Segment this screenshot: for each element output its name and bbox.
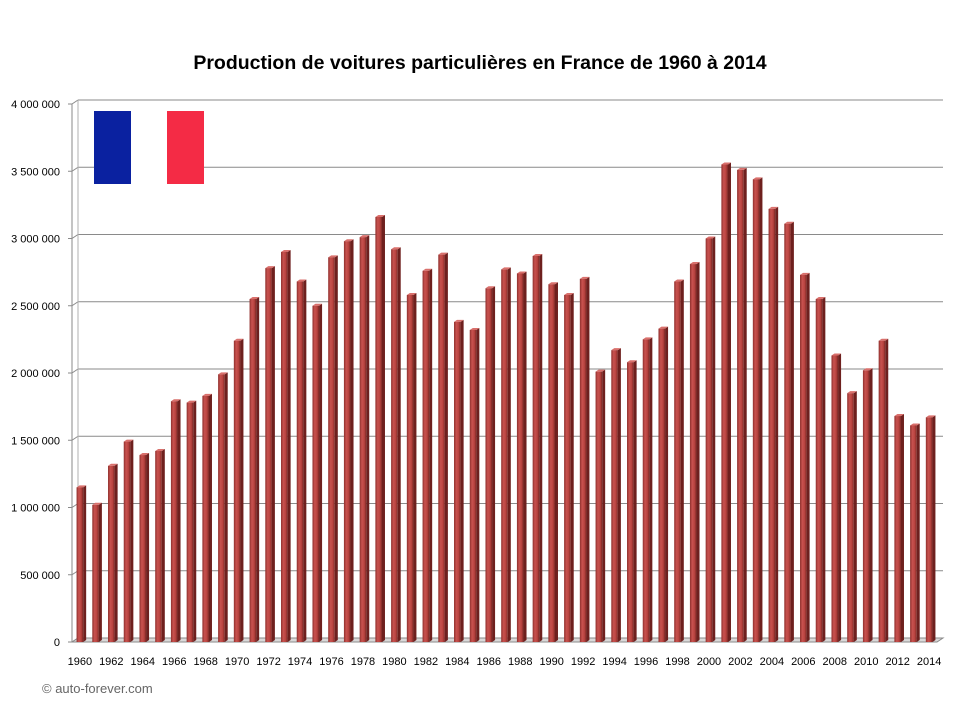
y-tick-label: 4 000 000 [11, 99, 60, 111]
y-tick-label: 2 000 000 [11, 368, 60, 380]
bar-1975 [312, 303, 323, 642]
bar-2010 [862, 368, 873, 642]
x-tick-label: 1974 [288, 656, 312, 668]
x-tick-label: 2008 [823, 656, 847, 668]
bar-1966 [170, 399, 181, 642]
x-tick-label: 1984 [445, 656, 469, 668]
bar-1964 [139, 453, 150, 642]
x-axis-ticks: 1960 1962 1964 1966 1968 1970 1972 1974 1976 1978… [68, 656, 942, 668]
x-tick-label: 1996 [634, 656, 658, 668]
bar-1996 [642, 337, 653, 642]
bar-1986 [485, 286, 496, 642]
bar-1983 [438, 252, 448, 642]
bar-2014 [925, 415, 936, 642]
bar-1972 [265, 266, 275, 642]
x-tick-label: 2012 [885, 656, 909, 668]
bar-1990 [548, 282, 558, 642]
bar-1994 [611, 348, 621, 642]
x-tick-label: 1988 [508, 656, 532, 668]
bar-2007 [815, 297, 826, 642]
chart-title: Production de voitures particulières en … [193, 52, 767, 74]
x-tick-label: 1968 [193, 656, 217, 668]
bar-1965 [155, 449, 165, 642]
y-tick-label: 1 500 000 [11, 435, 60, 447]
x-tick-label: 1990 [539, 656, 563, 668]
bar-1967 [186, 400, 197, 642]
x-tick-label: 1962 [99, 656, 123, 668]
bar-2013 [910, 423, 920, 642]
bar-1999 [689, 262, 700, 642]
bar-2000 [705, 236, 716, 642]
bar-1979 [375, 214, 385, 643]
bar-2011 [878, 338, 889, 642]
x-tick-label: 1982 [414, 656, 438, 668]
bar-2002 [737, 167, 747, 642]
bar-1962 [108, 463, 118, 642]
x-tick-label: 2014 [917, 656, 941, 668]
bar-1980 [391, 247, 401, 642]
copyright-text: © auto-forever.com [42, 681, 153, 696]
x-tick-label: 2004 [760, 656, 784, 668]
x-tick-label: 1976 [319, 656, 343, 668]
bar-1985 [469, 327, 480, 642]
bar-1974 [296, 279, 307, 642]
x-tick-label: 1966 [162, 656, 186, 668]
bar-1960 [76, 485, 87, 642]
y-axis-ticks: 0 500 000 1 000 000 1 500 000 2 000 000 2 500… [11, 99, 60, 649]
bar-2003 [752, 177, 763, 642]
bar-2009 [847, 391, 857, 642]
bar-1978 [359, 235, 370, 642]
bar-1988 [516, 271, 527, 642]
bar-2001 [721, 162, 731, 642]
x-tick-label: 1998 [665, 656, 689, 668]
bar-1991 [564, 292, 574, 642]
bar-1968 [202, 393, 212, 642]
x-tick-label: 1978 [351, 656, 375, 668]
x-tick-label: 1992 [571, 656, 595, 668]
y-tick-label: 0 [54, 637, 60, 649]
bar-2012 [894, 414, 904, 642]
bar-2004 [768, 206, 779, 642]
bar-1993 [595, 369, 606, 642]
bar-1981 [406, 292, 417, 642]
bar-1973 [281, 249, 291, 642]
bar-2006 [800, 272, 810, 642]
x-tick-label: 1980 [382, 656, 406, 668]
y-tick-label: 2 500 000 [11, 301, 60, 313]
bar-1970 [233, 338, 244, 642]
bar-1984 [454, 319, 464, 642]
bar-1977 [343, 239, 354, 642]
bar-1963 [123, 439, 134, 642]
bar-1989 [532, 253, 543, 643]
bar-1998 [674, 279, 684, 642]
x-tick-label: 1986 [477, 656, 501, 668]
x-tick-label: 2010 [854, 656, 878, 668]
france-flag-icon [94, 111, 204, 184]
bar-1971 [249, 297, 260, 642]
x-tick-label: 1964 [131, 656, 155, 668]
y-tick-label: 500 000 [20, 570, 60, 582]
x-tick-label: 1970 [225, 656, 249, 668]
x-tick-label: 2002 [728, 656, 752, 668]
bars [76, 162, 936, 643]
bar-2008 [831, 353, 842, 642]
bar-1976 [328, 255, 338, 642]
bar-1961 [92, 502, 102, 642]
bar-1995 [627, 360, 637, 642]
bar-2005 [784, 221, 794, 642]
bar-1992 [579, 276, 590, 642]
x-tick-label: 1960 [68, 656, 92, 668]
y-tick-label: 3 000 000 [11, 234, 60, 246]
bar-1982 [422, 268, 433, 642]
bar-1987 [501, 267, 511, 642]
y-tick-label: 1 000 000 [11, 503, 60, 515]
x-tick-label: 1972 [256, 656, 280, 668]
y-tick-label: 3 500 000 [11, 166, 60, 178]
bar-1997 [658, 326, 669, 642]
bar-1969 [218, 372, 228, 642]
x-tick-label: 1994 [602, 656, 626, 668]
x-tick-label: 2006 [791, 656, 815, 668]
x-tick-label: 2000 [697, 656, 721, 668]
